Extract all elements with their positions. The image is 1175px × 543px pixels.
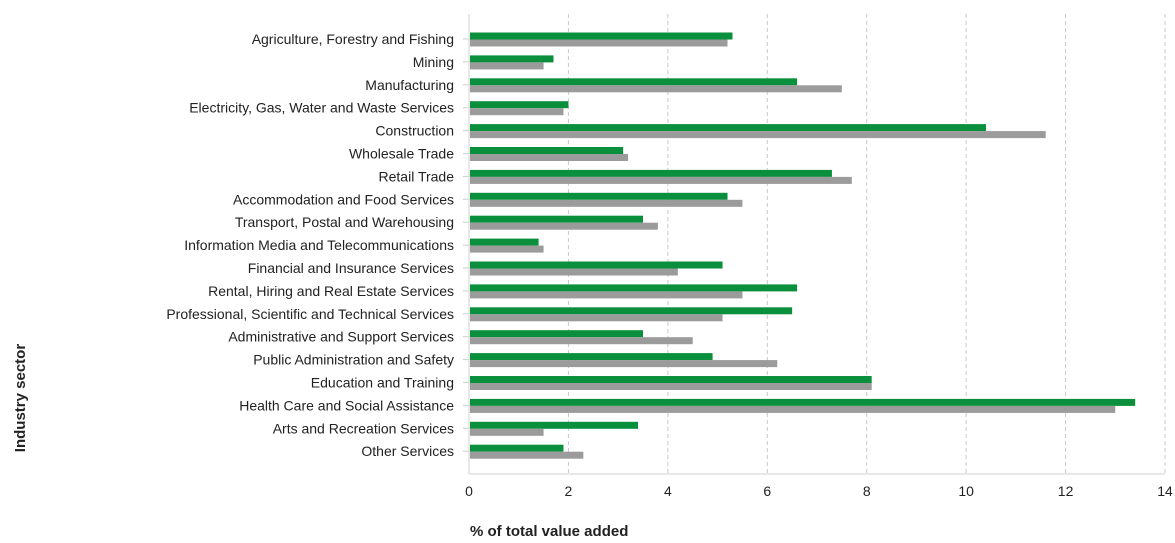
- bar-series-2: [470, 131, 1046, 139]
- bar-series-2: [470, 337, 693, 345]
- category-label: Retail Trade: [379, 168, 455, 184]
- bars: [470, 32, 1136, 459]
- bar-series-1: [470, 307, 793, 315]
- y-axis-title: Industry sector: [12, 344, 29, 453]
- bar-series-2: [470, 176, 852, 184]
- bar-series-2: [470, 268, 678, 276]
- bar-series-1: [470, 284, 798, 292]
- bar-series-2: [470, 360, 778, 368]
- category-label: Agriculture, Forestry and Fishing: [252, 31, 454, 47]
- bar-series-1: [470, 444, 564, 452]
- bar-series-1: [470, 169, 832, 177]
- bar-series-1: [470, 330, 643, 338]
- bar-series-2: [470, 314, 723, 322]
- x-tick-label: 10: [958, 483, 974, 499]
- bar-series-1: [470, 261, 723, 269]
- bar-series-2: [470, 39, 728, 47]
- category-label: Wholesale Trade: [349, 146, 454, 162]
- bar-series-2: [470, 62, 544, 70]
- bar-series-2: [470, 154, 629, 161]
- bar-series-1: [470, 353, 713, 361]
- bar-series-1: [470, 55, 554, 63]
- bar-series-2: [470, 383, 872, 390]
- bar-series-2: [470, 85, 842, 93]
- x-axis-title: % of total value added: [470, 523, 628, 540]
- bar-series-1: [470, 147, 624, 154]
- category-label: Financial and Insurance Services: [248, 260, 454, 276]
- bar-series-1: [470, 32, 733, 40]
- x-tick-label: 2: [565, 483, 573, 499]
- category-label: Mining: [413, 54, 454, 70]
- bar-series-2: [470, 222, 658, 230]
- bar-series-1: [470, 238, 539, 246]
- category-label: Education and Training: [311, 375, 454, 391]
- bar-series-1: [470, 192, 728, 200]
- x-tick-label: 6: [763, 483, 771, 499]
- category-label: Transport, Postal and Warehousing: [235, 214, 454, 230]
- category-label: Professional, Scientific and Technical S…: [166, 306, 454, 322]
- bar-series-2: [470, 428, 544, 436]
- category-label: Health Care and Social Assistance: [239, 397, 454, 413]
- bar-series-1: [470, 376, 872, 383]
- x-tick-labels: 0 2 4 6 8 10 12 14: [465, 483, 1173, 499]
- bar-series-2: [470, 199, 743, 207]
- category-label: Accommodation and Food Services: [233, 191, 454, 207]
- x-tick-label: 14: [1157, 483, 1173, 499]
- bar-series-2: [470, 245, 544, 253]
- bar-series-2: [470, 405, 1116, 413]
- bar-series-1: [470, 398, 1136, 406]
- x-tick-label: 8: [863, 483, 871, 499]
- category-label: Other Services: [361, 443, 454, 459]
- x-tick-label: 4: [664, 483, 672, 499]
- x-tick-label: 0: [465, 483, 473, 499]
- bar-series-1: [470, 101, 569, 109]
- bar-series-1: [470, 78, 798, 86]
- category-labels: Agriculture, Forestry and Fishing Mining M…: [166, 31, 469, 459]
- category-label: Administrative and Support Services: [228, 329, 454, 345]
- bar-series-2: [470, 291, 743, 299]
- bar-series-1: [470, 421, 639, 429]
- category-label: Arts and Recreation Services: [273, 420, 454, 436]
- bar-series-1: [470, 215, 643, 223]
- category-label: Construction: [375, 123, 454, 139]
- bar-series-2: [470, 108, 564, 116]
- x-tick-label: 12: [1058, 483, 1074, 499]
- category-label: Rental, Hiring and Real Estate Services: [208, 283, 454, 299]
- category-label: Manufacturing: [365, 77, 454, 93]
- bar-series-2: [470, 451, 584, 459]
- category-label: Information Media and Telecommunications: [184, 237, 454, 253]
- bar-series-1: [470, 124, 987, 132]
- category-label: Electricity, Gas, Water and Waste Servic…: [189, 100, 454, 116]
- category-label: Public Administration and Safety: [253, 352, 454, 368]
